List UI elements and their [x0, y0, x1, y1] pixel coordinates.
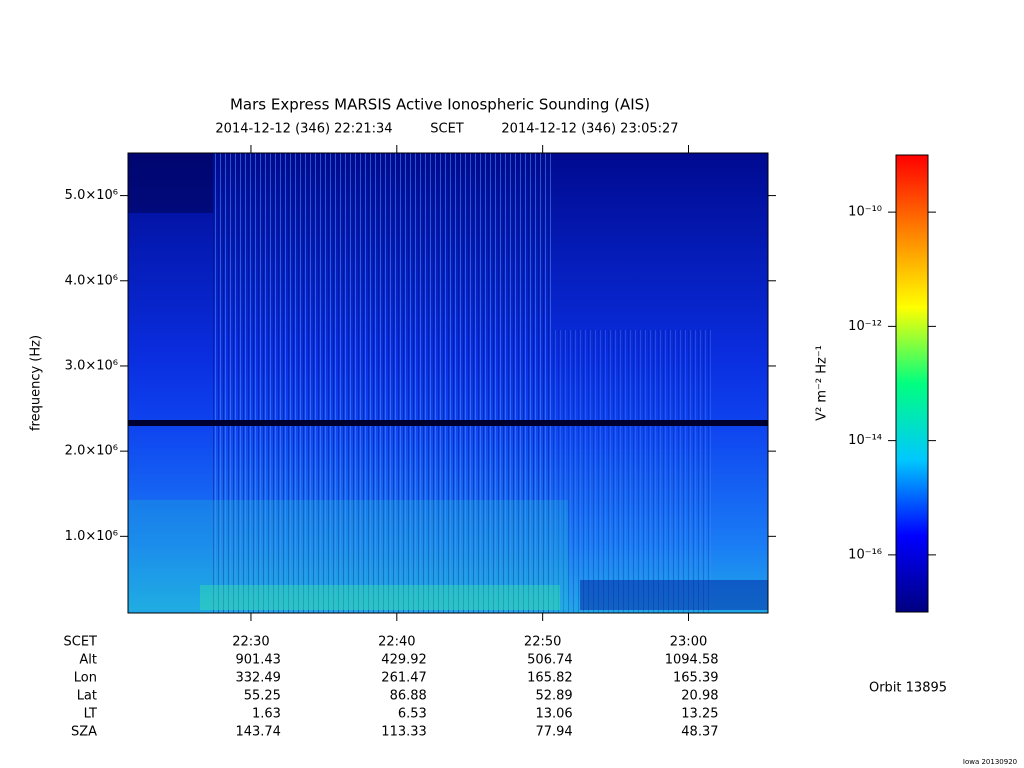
- ephemeris-value: 86.88: [390, 689, 427, 704]
- ephemeris-value: 48.37: [681, 725, 718, 740]
- x-tick-label: 22:50: [524, 635, 561, 650]
- ephemeris-value: 332.49: [235, 671, 281, 686]
- ephemeris-value: 13.25: [681, 707, 718, 722]
- ephemeris-value: 1.63: [252, 707, 281, 722]
- ephemeris-value: 6.53: [398, 707, 427, 722]
- y-tick-label: 5.0×10⁶: [65, 188, 118, 203]
- ephemeris-value: 52.89: [535, 689, 572, 704]
- ephemeris-value: 143.74: [235, 725, 281, 740]
- y-tick-label: 2.0×10⁶: [65, 444, 118, 459]
- ephemeris-value: 1094.58: [665, 653, 719, 668]
- colorbar-tick-label: 10⁻¹⁰: [848, 205, 882, 220]
- ephemeris-row-label: Lon: [74, 671, 97, 686]
- ephemeris-value: 113.33: [381, 725, 427, 740]
- spectrogram-image: [128, 153, 768, 613]
- ephemeris-value: 55.25: [244, 689, 281, 704]
- y-tick-label: 4.0×10⁶: [65, 273, 118, 288]
- footer: Iowa 20130920: [963, 758, 1017, 766]
- y-axis-label: frequency (Hz): [29, 335, 44, 431]
- ephemeris-value: 261.47: [381, 671, 427, 686]
- x-tick-label: 22:40: [378, 635, 415, 650]
- chart-title: Mars Express MARSIS Active Ionospheric S…: [230, 96, 650, 114]
- time-end: 2014-12-12 (346) 23:05:27: [501, 122, 678, 137]
- ephemeris-value: 165.39: [673, 671, 719, 686]
- y-tick-label: 1.0×10⁶: [65, 529, 118, 544]
- ephemeris-row-label: Alt: [79, 653, 97, 668]
- x-tick-label: 22:30: [232, 635, 269, 650]
- colorbar-tick-label: 10⁻¹⁴: [848, 433, 882, 448]
- ephemeris-value: 77.94: [535, 725, 572, 740]
- ephemeris-value: 165.82: [527, 671, 573, 686]
- colorbar-label: V² m⁻² Hz⁻¹: [815, 345, 830, 421]
- x-tick-label: 23:00: [670, 635, 707, 650]
- y-tick-label: 3.0×10⁶: [65, 358, 118, 373]
- ephemeris-value: 13.06: [535, 707, 572, 722]
- ephemeris-row-label: SCET: [64, 635, 98, 650]
- time-system: SCET: [430, 122, 464, 137]
- ephemeris-row-label: LT: [84, 707, 97, 722]
- ephemeris-value: 901.43: [235, 653, 281, 668]
- time-start: 2014-12-12 (346) 22:21:34: [215, 122, 392, 137]
- ephemeris-row-label: Lat: [77, 689, 97, 704]
- plot-frame: [127, 152, 769, 614]
- ephemeris-value: 20.98: [681, 689, 718, 704]
- ephemeris-row-label: SZA: [71, 725, 97, 740]
- colorbar-tick-label: 10⁻¹⁶: [848, 547, 882, 562]
- orbit-label: Orbit 13895: [869, 681, 947, 696]
- ephemeris-value: 506.74: [527, 653, 573, 668]
- colorbar: [895, 154, 929, 613]
- ephemeris-value: 429.92: [381, 653, 427, 668]
- colorbar-tick-label: 10⁻¹²: [848, 319, 882, 334]
